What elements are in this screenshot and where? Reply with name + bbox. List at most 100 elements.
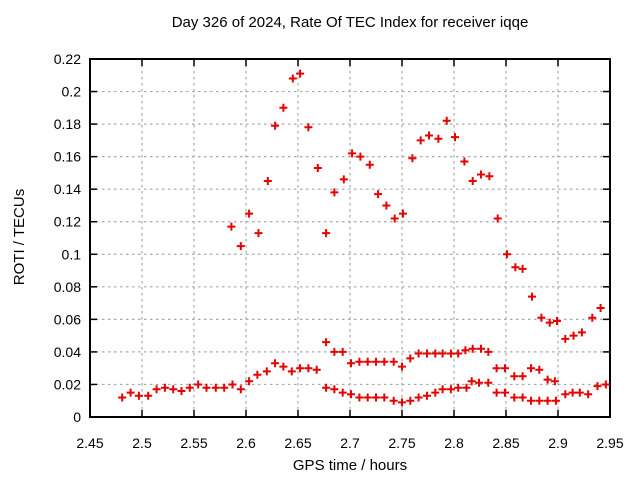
data-point: [446, 385, 455, 394]
y-tick-label: 0.06: [54, 311, 81, 327]
data-point: [202, 383, 211, 392]
data-point: [236, 385, 245, 394]
data-point: [144, 391, 153, 400]
data-point: [382, 201, 391, 210]
x-tick-label: 2.75: [388, 435, 415, 451]
data-point: [561, 334, 570, 343]
data-point: [577, 328, 586, 337]
data-point: [322, 383, 331, 392]
data-point: [330, 385, 339, 394]
data-point: [322, 229, 331, 238]
data-point: [454, 349, 463, 358]
data-point: [236, 242, 245, 251]
data-point: [511, 263, 520, 272]
data-point: [492, 364, 501, 373]
data-point: [551, 396, 560, 405]
data-point: [322, 338, 331, 347]
data-point: [467, 377, 476, 386]
data-point: [550, 377, 559, 386]
data-point: [461, 346, 470, 355]
data-point: [279, 362, 288, 371]
data-point: [338, 347, 347, 356]
data-point: [263, 177, 272, 185]
data-point: [220, 383, 229, 392]
data-point: [501, 364, 509, 373]
data-point: [245, 377, 254, 386]
data-point: [363, 393, 372, 402]
data-point: [468, 177, 477, 185]
data-point: [288, 74, 297, 83]
data-point: [528, 292, 536, 301]
data-point: [304, 364, 313, 373]
data-point: [279, 103, 288, 112]
data-point: [374, 190, 383, 199]
data-point: [451, 133, 459, 142]
data-point: [355, 393, 364, 402]
data-point: [118, 393, 127, 402]
data-point: [313, 164, 322, 172]
data-point: [330, 188, 339, 197]
data-point: [493, 214, 502, 223]
x-axis-label: GPS time / hours: [292, 457, 408, 474]
data-point: [510, 372, 519, 381]
data-point: [408, 154, 417, 163]
data-point: [518, 264, 527, 273]
y-tick-label: 0.04: [54, 344, 81, 360]
data-point: [356, 152, 365, 161]
data-point: [406, 354, 415, 363]
data-point: [416, 136, 425, 145]
y-tick-label: 0.16: [54, 149, 81, 165]
y-tick-label: 0: [73, 409, 81, 425]
x-tick-label: 2.55: [180, 435, 207, 451]
data-point: [338, 388, 347, 397]
data-point: [211, 383, 220, 392]
data-point: [339, 175, 348, 184]
x-tick-label: 2.45: [76, 435, 103, 451]
data-point: [475, 378, 483, 387]
y-tick-label: 0.22: [54, 51, 81, 67]
data-point: [588, 313, 597, 322]
x-tick-label: 2.85: [492, 435, 519, 451]
data-point: [468, 344, 477, 353]
data-point: [584, 390, 593, 399]
data-point: [518, 393, 527, 402]
data-point: [446, 349, 455, 358]
data-point: [484, 378, 493, 387]
data-point: [389, 357, 398, 366]
data-point: [372, 357, 380, 366]
data-point: [462, 383, 471, 392]
data-point: [518, 372, 527, 381]
data-point: [477, 344, 485, 353]
x-tick-label: 2.9: [548, 435, 568, 451]
data-point: [365, 160, 374, 169]
plot-border: [89, 58, 611, 418]
data-point: [296, 364, 305, 373]
data-point: [484, 347, 493, 356]
data-point: [271, 121, 280, 130]
data-point: [477, 170, 485, 179]
data-point: [254, 229, 263, 238]
data-point: [601, 380, 610, 389]
data-point: [347, 390, 355, 399]
data-point: [160, 383, 169, 392]
data-point: [593, 382, 602, 391]
data-point: [228, 380, 237, 389]
data-point: [442, 116, 451, 125]
chart-title: Day 326 of 2024, Rate Of TEC Index for r…: [171, 14, 529, 31]
data-point: [575, 388, 584, 397]
data-point: [431, 388, 440, 397]
data-point: [399, 209, 407, 218]
data-point: [438, 349, 447, 358]
data-point: [543, 375, 552, 384]
data-point: [543, 396, 552, 405]
data-point: [535, 365, 544, 374]
x-tick-label: 2.65: [284, 435, 311, 451]
data-point: [398, 362, 406, 371]
data-point: [169, 385, 178, 394]
y-tick-label: 0.1: [62, 246, 82, 262]
data-point: [245, 209, 254, 218]
data-point: [492, 388, 501, 397]
data-point: [372, 393, 380, 402]
data-point: [454, 383, 463, 392]
data-point: [134, 391, 143, 400]
